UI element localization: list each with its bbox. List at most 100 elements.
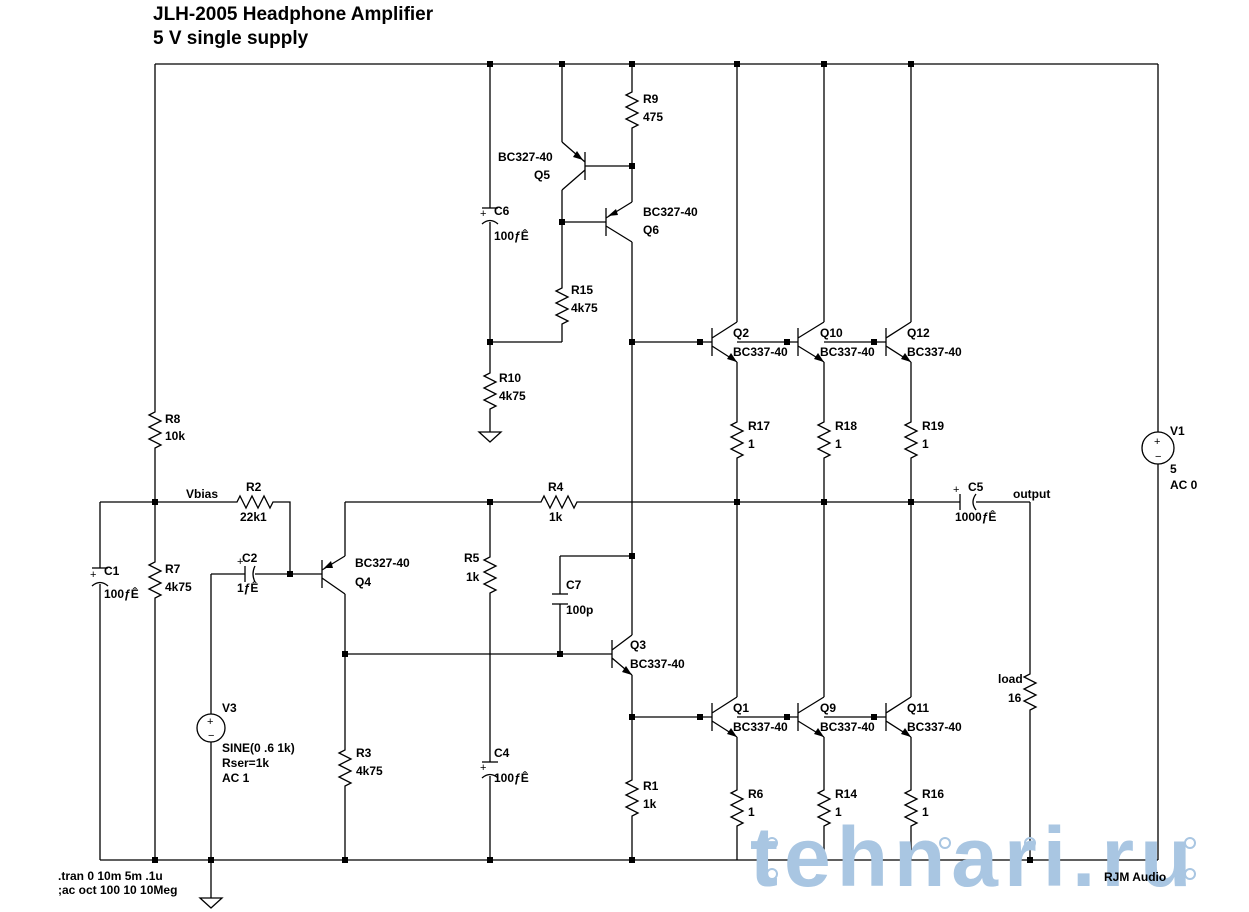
resistor-r19 (904, 415, 918, 465)
load-ref: load (998, 672, 1023, 686)
resistor-r10 (483, 366, 497, 416)
q11-part: BC337-40 (907, 720, 962, 734)
c5-value: 1000ƒÊ (955, 509, 996, 524)
transistor-q5 (561, 141, 586, 191)
r10-ref: R10 (499, 371, 521, 385)
resistor-r6 (730, 783, 744, 833)
c7-ref: C7 (566, 578, 582, 592)
transistor-q10 (797, 321, 825, 363)
c4-ref: C4 (494, 746, 510, 760)
r3-ref: R3 (356, 746, 372, 760)
r16-value: 1 (922, 805, 929, 819)
svg-text:−: − (208, 730, 214, 742)
node-vbias-label: Vbias (186, 487, 218, 501)
capacitor-c6: + (480, 207, 499, 225)
svg-text:−: − (1155, 451, 1161, 463)
c6-ref: C6 (494, 204, 510, 218)
r8-value: 10k (165, 429, 185, 443)
transistor-q4 (321, 555, 346, 595)
c2-value: 1ƒÊ (237, 580, 258, 595)
spice-tran-directive: .tran 0 10m 5m .1u (58, 869, 163, 883)
watermark-screw-icons (766, 837, 1196, 880)
q10-part: BC337-40 (820, 345, 875, 359)
q6-part: BC327-40 (643, 205, 698, 219)
capacitor-c1: + (90, 567, 109, 587)
transistor-q9 (797, 696, 825, 738)
capacitor-c2: + (237, 556, 256, 583)
r2-ref: R2 (246, 480, 262, 494)
r7-ref: R7 (165, 562, 181, 576)
r16-ref: R16 (922, 787, 944, 801)
resistor-r1 (625, 773, 639, 823)
v3-line2: Rser=1k (222, 756, 269, 770)
r18-ref: R18 (835, 419, 857, 433)
q5-ref: Q5 (534, 168, 550, 182)
c1-ref: C1 (104, 564, 120, 578)
capacitor-c7 (552, 593, 568, 605)
q2-ref: Q2 (733, 326, 749, 340)
c4-value: 100ƒÊ (494, 770, 529, 785)
schematic-title: JLH-2005 Headphone Amplifier (153, 4, 434, 25)
q4-part: BC327-40 (355, 556, 410, 570)
r6-ref: R6 (748, 787, 764, 801)
r15-value: 4k75 (571, 301, 598, 315)
svg-text:+: + (480, 208, 486, 220)
watermark-text: tehnari.ru (750, 810, 1197, 904)
r18-value: 1 (835, 437, 842, 451)
credit-label: RJM Audio (1104, 870, 1166, 884)
transistor-q1 (711, 696, 738, 738)
v3-line3: AC 1 (222, 771, 250, 785)
q5-part: BC327-40 (498, 150, 553, 164)
svg-text:+: + (953, 484, 959, 496)
resistor-r17 (730, 415, 744, 465)
r4-ref: R4 (548, 480, 564, 494)
schematic-subtitle: 5 V single supply (153, 28, 309, 49)
transistor-q6 (605, 201, 633, 243)
r3-value: 4k75 (356, 764, 383, 778)
junction-dots (152, 61, 1033, 863)
q11-ref: Q11 (907, 701, 929, 715)
r6-value: 1 (748, 805, 755, 819)
resistor-load (1023, 667, 1037, 717)
load-value: 16 (1008, 691, 1022, 705)
svg-text:+: + (90, 569, 96, 581)
q1-ref: Q1 (733, 701, 749, 715)
q6-ref: Q6 (643, 223, 659, 237)
resistor-r4 (534, 495, 584, 509)
v1-ref: V1 (1170, 424, 1185, 438)
r10-value: 4k75 (499, 389, 526, 403)
r5-ref: R5 (464, 551, 480, 565)
v3-ref: V3 (222, 701, 237, 715)
svg-text:+: + (237, 556, 243, 568)
r7-value: 4k75 (165, 580, 192, 594)
v1-ac: AC 0 (1170, 478, 1198, 492)
q2-part: BC337-40 (733, 345, 788, 359)
spice-ac-directive: ;ac oct 100 10 10Meg (58, 883, 177, 897)
resistor-r5 (483, 550, 497, 600)
c2-ref: C2 (242, 551, 258, 565)
r4-value: 1k (549, 510, 563, 524)
q1-part: BC337-40 (733, 720, 788, 734)
voltage-source-v3: +− (196, 713, 226, 743)
r14-ref: R14 (835, 787, 857, 801)
r1-value: 1k (643, 797, 657, 811)
capacitor-c4: + (480, 761, 499, 779)
resistor-r2 (230, 495, 280, 509)
r5-value: 1k (466, 570, 480, 584)
v1-value: 5 (1170, 462, 1177, 476)
q4-ref: Q4 (355, 575, 371, 589)
q10-ref: Q10 (820, 326, 843, 340)
q12-ref: Q12 (907, 326, 930, 340)
r8-ref: R8 (165, 412, 181, 426)
node-output-label: output (1013, 487, 1050, 501)
transistor-q12 (885, 321, 912, 363)
q12-part: BC337-40 (907, 345, 962, 359)
v3-line1: SINE(0 .6 1k) (222, 741, 295, 755)
transistor-q11 (885, 696, 912, 738)
q3-part: BC337-40 (630, 657, 685, 671)
c6-value: 100ƒÊ (494, 228, 529, 243)
transistor-q2 (711, 321, 738, 363)
c7-value: 100p (566, 603, 593, 617)
r2-value: 22k1 (240, 510, 267, 524)
